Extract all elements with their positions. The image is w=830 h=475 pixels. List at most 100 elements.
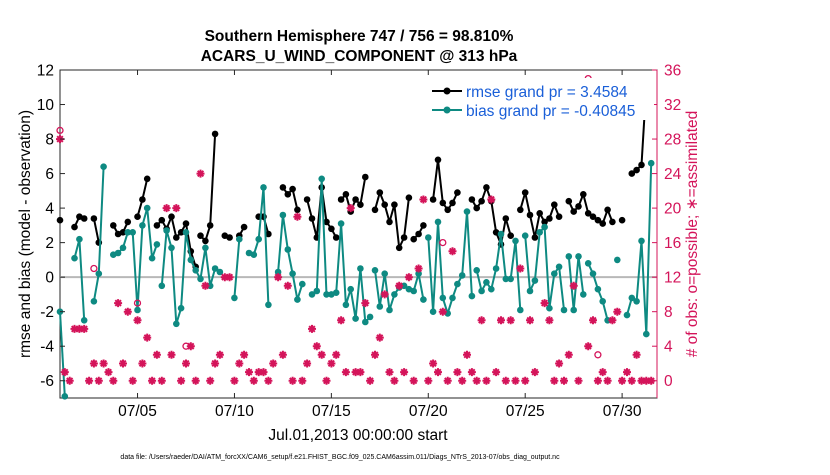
bias-point [187,256,195,264]
bias-point [357,265,364,272]
obs-assimilated-marker [501,376,510,385]
obs-assimilated-marker [186,342,195,351]
y-left-tick-label: -4 [40,339,54,356]
bias-point [517,306,524,314]
bias-point [255,235,262,243]
bias-point [124,229,132,236]
obs-assimilated-marker [206,376,215,385]
rmse-point [473,204,481,212]
y-right-tick-label: 4 [664,339,673,356]
rmse-point [580,191,587,198]
rmse-point [478,197,485,205]
obs-assimilated-marker [526,316,534,325]
rmse-point [173,234,180,241]
bias-point [536,229,543,236]
obs-assimilated-marker [182,359,190,368]
obs-assimilated-marker [627,376,636,385]
bias-point [95,270,103,278]
obs-assimilated-marker [123,307,132,316]
legend-box [420,78,654,120]
obs-assimilated-marker [453,368,462,377]
y-right-tick-label: 16 [664,235,681,252]
bias-point [478,287,485,295]
obs-assimilated-marker [220,273,229,282]
rmse-point [609,218,616,226]
rmse-point [575,203,582,210]
y-left-tick-label: 8 [45,132,54,149]
rmse-point [139,196,146,203]
x-tick-label: 07/25 [506,403,545,420]
bias-point [308,291,316,298]
obs-assimilated-marker [623,368,631,377]
obs-assimilated-marker [511,376,520,385]
bias-point [415,270,422,278]
rmse-point [294,206,301,214]
bias-point [400,282,408,290]
rmse-point [158,216,166,224]
bias-point [202,244,209,252]
bias-point [260,184,267,191]
y-left-tick-label: -2 [40,304,54,321]
chart-title-line1: Southern Hemisphere 747 / 756 = 98.810% [205,28,514,45]
obs-assimilated-marker [293,212,302,221]
y-left-tick-label: 2 [45,235,54,252]
obs-assimilated-marker [317,350,326,359]
obs-assimilated-marker [482,376,491,385]
rmse-point [80,215,88,222]
rmse-line-segment [92,218,100,243]
obs-assimilated-marker [211,359,220,368]
bias-point [376,303,384,310]
bias-point [551,270,558,278]
obs-assimilated-marker [414,264,423,273]
obs-assimilated-marker [60,368,69,377]
obs-assimilated-marker [80,324,89,333]
y-left-tick-label: 12 [37,63,54,80]
obs-assimilated-marker [245,368,253,377]
obs-assimilated-marker [308,324,316,333]
obs-assimilated-marker [642,376,651,385]
bias-point [236,235,243,243]
obs-assimilated-marker [424,376,433,385]
bias-point [153,241,161,248]
obs-assimilated-marker [574,376,583,385]
y-axis-left-label: rmse and bias (model - observation) [17,110,34,358]
bias-point [425,234,432,241]
obs-assimilated-marker [75,324,84,333]
rmse-point [371,206,379,214]
bias-point [439,294,447,302]
obs-assimilated-marker [148,376,157,385]
bias-point [391,291,398,298]
bias-point [560,306,568,314]
obs-assimilated-marker [458,376,467,385]
rmse-point [342,191,350,198]
bias-point [594,285,602,293]
obs-assimilated-marker [152,350,161,359]
obs-assimilated-marker [230,376,239,385]
obs-assimilated-marker [395,281,404,290]
obs-assimilated-marker [380,290,389,299]
bias-point [71,254,78,262]
bias-point [318,175,326,183]
rmse-point [434,156,442,164]
obs-assimilated-marker [569,281,578,290]
rmse-point [90,215,98,222]
bias-line-segment [335,222,371,323]
rmse-point [526,211,534,219]
obs-assimilated-marker [269,359,278,368]
bias-point [497,230,505,238]
y-left-tick-label: 0 [45,270,54,287]
y-right-tick-label: 24 [664,166,682,183]
obs-assimilated-marker [593,376,602,385]
rmse-point [197,232,204,239]
series-layer [56,82,655,400]
bias-line-segment [475,233,522,311]
rmse-point [531,234,539,241]
rmse-point [551,201,558,208]
bias-point [177,304,185,312]
bias-point [429,308,437,316]
bias-point [589,270,597,278]
bias-point [386,306,393,314]
bias-point [158,282,166,290]
bias-point [565,253,573,260]
